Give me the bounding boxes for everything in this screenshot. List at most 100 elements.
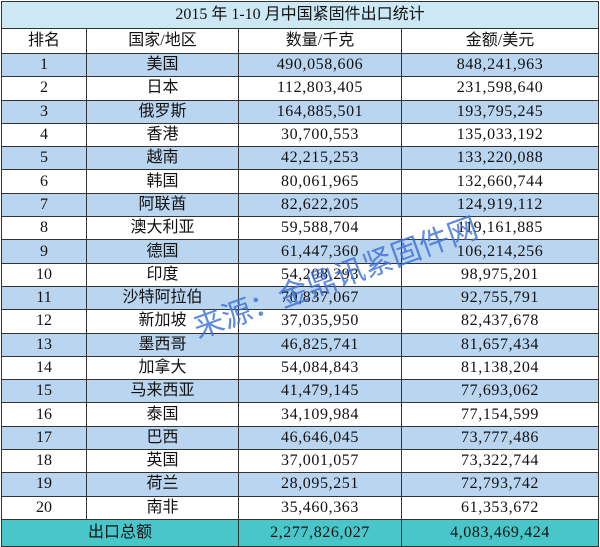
rank-cell: 9 — [1, 239, 87, 264]
quantity-cell: 80,061,965 — [238, 169, 402, 194]
amount-cell: 132,660,744 — [400, 169, 600, 194]
quantity-cell: 37,035,950 — [238, 309, 402, 334]
amount-cell: 135,033,192 — [400, 122, 600, 148]
quantity-cell: 54,084,843 — [238, 355, 402, 381]
table-row: 2 日本 112,803,405 231,598,640 — [1, 76, 600, 101]
rank-cell: 16 — [1, 402, 87, 427]
column-header-amount: 金额/美元 — [400, 28, 600, 54]
amount-cell: 98,975,201 — [400, 262, 600, 287]
table-row: 19 荷兰 28,095,251 72,793,742 — [1, 472, 600, 497]
table-body: 1 美国 490,058,606 848,241,963 2 日本 112,803,405 2… — [1, 52, 600, 520]
rank-cell: 12 — [1, 309, 87, 334]
rank-cell: 7 — [1, 192, 87, 218]
rank-cell: 5 — [1, 146, 87, 171]
quantity-cell: 28,095,251 — [238, 472, 402, 497]
table-row: 5 越南 42,215,253 133,220,088 — [1, 146, 600, 171]
rank-cell: 20 — [1, 495, 87, 520]
quantity-cell: 112,803,405 — [238, 76, 402, 101]
quantity-cell: 41,479,145 — [238, 379, 402, 404]
country-cell: 日本 — [86, 76, 239, 101]
table-row: 1 美国 490,058,606 848,241,963 — [1, 52, 600, 78]
country-cell: 荷兰 — [86, 472, 239, 497]
table-row: 10 印度 54,208,293 98,975,201 — [1, 262, 600, 287]
country-cell: 德国 — [86, 239, 239, 264]
country-cell: 澳大利亚 — [86, 216, 239, 241]
amount-cell: 73,322,744 — [400, 449, 600, 474]
table-row: 9 德国 61,447,360 106,214,256 — [1, 239, 600, 264]
rank-cell: 1 — [1, 52, 87, 78]
table-row: 13 墨西哥 46,825,741 81,657,434 — [1, 332, 600, 357]
column-header-country: 国家/地区 — [86, 28, 239, 54]
country-cell: 阿联酋 — [86, 192, 239, 218]
quantity-cell: 42,215,253 — [238, 146, 402, 171]
table-row: 15 马来西亚 41,479,145 77,693,062 — [1, 379, 600, 404]
table-row: 4 香港 30,700,553 135,033,192 — [1, 122, 600, 148]
country-cell: 巴西 — [86, 425, 239, 451]
column-header-quantity: 数量/千克 — [238, 28, 402, 54]
table-row: 18 英国 37,001,057 73,322,744 — [1, 449, 600, 474]
column-header-rank: 排名 — [1, 28, 87, 54]
table-row: 12 新加坡 37,035,950 82,437,678 — [1, 309, 600, 334]
country-cell: 墨西哥 — [86, 332, 239, 357]
table-row: 14 加拿大 54,084,843 81,138,204 — [1, 355, 600, 381]
rank-cell: 8 — [1, 216, 87, 241]
amount-cell: 82,437,678 — [400, 309, 600, 334]
quantity-cell: 164,885,501 — [238, 99, 402, 124]
total-label: 出口总额 — [1, 518, 239, 547]
country-cell: 加拿大 — [86, 355, 239, 381]
amount-cell: 61,353,672 — [400, 495, 600, 520]
table-row: 11 沙特阿拉伯 70,837,067 92,755,791 — [1, 285, 600, 311]
rank-cell: 15 — [1, 379, 87, 404]
rank-cell: 3 — [1, 99, 87, 124]
amount-cell: 119,161,885 — [400, 216, 600, 241]
quantity-cell: 70,837,067 — [238, 285, 402, 311]
amount-cell: 106,214,256 — [400, 239, 600, 264]
rank-cell: 11 — [1, 285, 87, 311]
rank-cell: 2 — [1, 76, 87, 101]
amount-cell: 81,657,434 — [400, 332, 600, 357]
table-row: 16 泰国 34,109,984 77,154,599 — [1, 402, 600, 427]
table-row: 6 韩国 80,061,965 132,660,744 — [1, 169, 600, 194]
quantity-cell: 30,700,553 — [238, 122, 402, 148]
amount-cell: 81,138,204 — [400, 355, 600, 381]
country-cell: 俄罗斯 — [86, 99, 239, 124]
amount-cell: 77,693,062 — [400, 379, 600, 404]
quantity-cell: 46,825,741 — [238, 332, 402, 357]
amount-cell: 231,598,640 — [400, 76, 600, 101]
amount-cell: 73,777,486 — [400, 425, 600, 451]
amount-cell: 124,919,112 — [400, 192, 600, 218]
table-title: 2015 年 1-10 月中国紧固件出口统计 — [0, 1, 600, 29]
table-row: 17 巴西 46,646,045 73,777,486 — [1, 425, 600, 451]
table-row: 7 阿联酋 82,622,205 124,919,112 — [1, 192, 600, 218]
country-cell: 香港 — [86, 122, 239, 148]
total-amount-cell: 4,083,469,424 — [400, 518, 600, 547]
country-cell: 沙特阿拉伯 — [86, 285, 239, 311]
amount-cell: 92,755,791 — [400, 285, 600, 311]
rank-cell: 19 — [1, 472, 87, 497]
country-cell: 美国 — [86, 52, 239, 78]
total-row: 出口总额 2,277,826,027 4,083,469,424 — [1, 518, 600, 547]
rank-cell: 4 — [1, 122, 87, 148]
amount-cell: 72,793,742 — [400, 472, 600, 497]
quantity-cell: 59,588,704 — [238, 216, 402, 241]
quantity-cell: 82,622,205 — [238, 192, 402, 218]
header-row: 排名 国家/地区 数量/千克 金额/美元 — [1, 28, 600, 54]
quantity-cell: 37,001,057 — [238, 449, 402, 474]
rank-cell: 10 — [1, 262, 87, 287]
country-cell: 印度 — [86, 262, 239, 287]
rank-cell: 6 — [1, 169, 87, 194]
country-cell: 新加坡 — [86, 309, 239, 334]
rank-cell: 14 — [1, 355, 87, 381]
quantity-cell: 54,208,293 — [238, 262, 402, 287]
country-cell: 泰国 — [86, 402, 239, 427]
country-cell: 马来西亚 — [86, 379, 239, 404]
quantity-cell: 34,109,984 — [238, 402, 402, 427]
country-cell: 南非 — [86, 495, 239, 520]
amount-cell: 77,154,599 — [400, 402, 600, 427]
quantity-cell: 46,646,045 — [238, 425, 402, 451]
table-row: 3 俄罗斯 164,885,501 193,795,245 — [1, 99, 600, 124]
quantity-cell: 490,058,606 — [238, 52, 402, 78]
quantity-cell: 35,460,363 — [238, 495, 402, 520]
